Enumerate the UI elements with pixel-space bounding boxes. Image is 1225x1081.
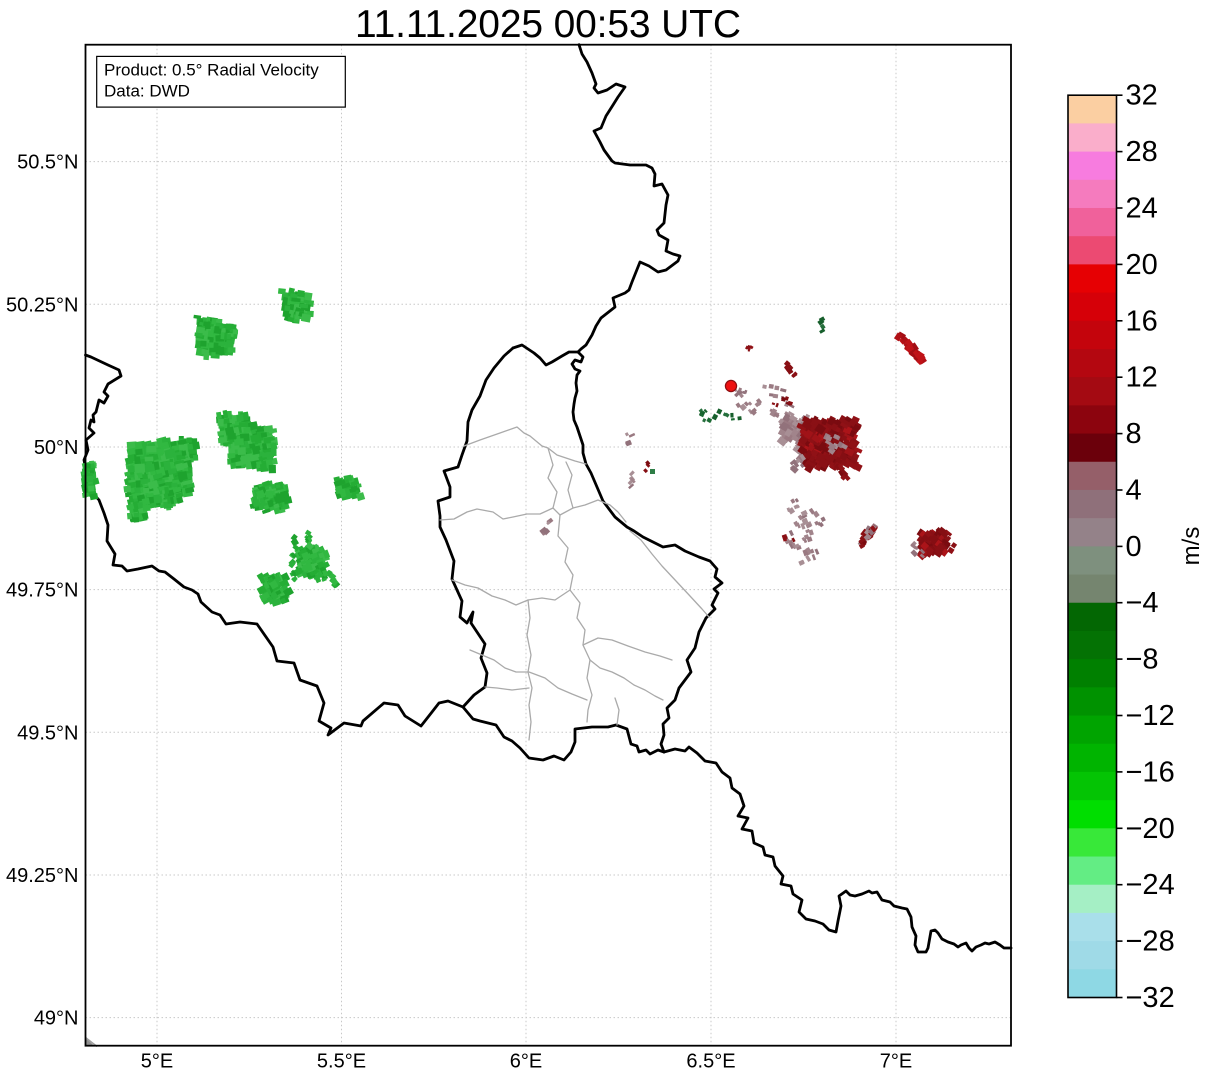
svg-text:−12: −12 — [1126, 700, 1175, 732]
svg-text:50.25°N: 50.25°N — [6, 294, 79, 316]
svg-text:8: 8 — [1126, 418, 1142, 450]
svg-text:16: 16 — [1126, 305, 1158, 337]
svg-text:−24: −24 — [1126, 869, 1175, 901]
svg-text:0: 0 — [1126, 531, 1142, 563]
svg-text:−4: −4 — [1126, 587, 1159, 619]
svg-text:Data: DWD: Data: DWD — [104, 82, 190, 101]
svg-text:28: 28 — [1126, 136, 1158, 168]
svg-text:50°N: 50°N — [34, 437, 79, 459]
svg-text:4: 4 — [1126, 475, 1142, 507]
svg-text:5.5°E: 5.5°E — [317, 1051, 366, 1073]
svg-text:−32: −32 — [1126, 982, 1175, 1014]
svg-text:−28: −28 — [1126, 926, 1175, 958]
svg-text:−8: −8 — [1126, 644, 1159, 676]
svg-text:20: 20 — [1126, 249, 1158, 281]
svg-text:11.11.2025 00:53 UTC: 11.11.2025 00:53 UTC — [355, 3, 741, 46]
svg-text:49°N: 49°N — [34, 1008, 79, 1030]
svg-text:7°E: 7°E — [880, 1051, 912, 1073]
svg-text:24: 24 — [1126, 193, 1158, 225]
svg-text:5°E: 5°E — [141, 1051, 173, 1073]
svg-text:m/s: m/s — [1178, 527, 1205, 566]
svg-text:12: 12 — [1126, 362, 1158, 394]
svg-text:6.5°E: 6.5°E — [686, 1051, 735, 1073]
svg-text:49.25°N: 49.25°N — [6, 865, 79, 887]
svg-text:49.5°N: 49.5°N — [17, 722, 78, 744]
svg-text:6°E: 6°E — [510, 1051, 542, 1073]
svg-text:50.5°N: 50.5°N — [17, 152, 78, 174]
svg-text:−16: −16 — [1126, 756, 1175, 788]
svg-text:Product: 0.5° Radial Velocity: Product: 0.5° Radial Velocity — [104, 61, 319, 80]
svg-text:49.75°N: 49.75°N — [6, 580, 79, 602]
svg-text:32: 32 — [1126, 80, 1158, 112]
svg-text:−20: −20 — [1126, 813, 1175, 845]
